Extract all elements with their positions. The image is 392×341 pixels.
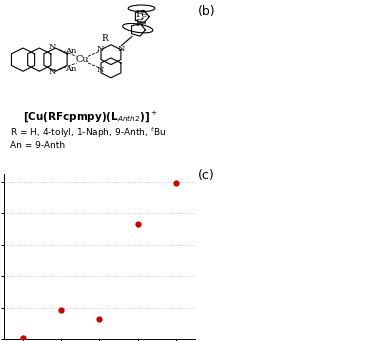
- Text: (b): (b): [198, 5, 216, 18]
- Text: Fe: Fe: [136, 10, 148, 19]
- Text: [Cu(RFcpmpy)(L$_{Anth2}$)]$^+$: [Cu(RFcpmpy)(L$_{Anth2}$)]$^+$: [23, 109, 157, 124]
- Point: [20, 335, 26, 340]
- Text: N: N: [49, 43, 56, 51]
- Text: R = H, 4-tolyl, 1-Naph, 9-Anth, $^t$Bu: R = H, 4-tolyl, 1-Naph, 9-Anth, $^t$Bu: [10, 126, 166, 140]
- Text: An = 9-Anth: An = 9-Anth: [10, 141, 65, 150]
- Point: [173, 180, 179, 186]
- Text: An: An: [65, 46, 76, 55]
- Text: N: N: [97, 45, 104, 53]
- Text: N: N: [97, 66, 104, 74]
- Text: (c): (c): [198, 169, 215, 182]
- Text: An: An: [65, 65, 76, 73]
- Text: N: N: [118, 45, 125, 53]
- Text: N: N: [49, 68, 56, 76]
- Text: Fe: Fe: [135, 19, 146, 28]
- Text: Cu: Cu: [76, 55, 89, 64]
- Text: i-Fc form: i-Fc form: [318, 255, 361, 265]
- Text: o-Fc form: o-Fc form: [338, 132, 384, 143]
- Point: [96, 316, 103, 322]
- Text: R: R: [102, 34, 109, 43]
- Point: [134, 222, 141, 227]
- Point: [58, 307, 64, 313]
